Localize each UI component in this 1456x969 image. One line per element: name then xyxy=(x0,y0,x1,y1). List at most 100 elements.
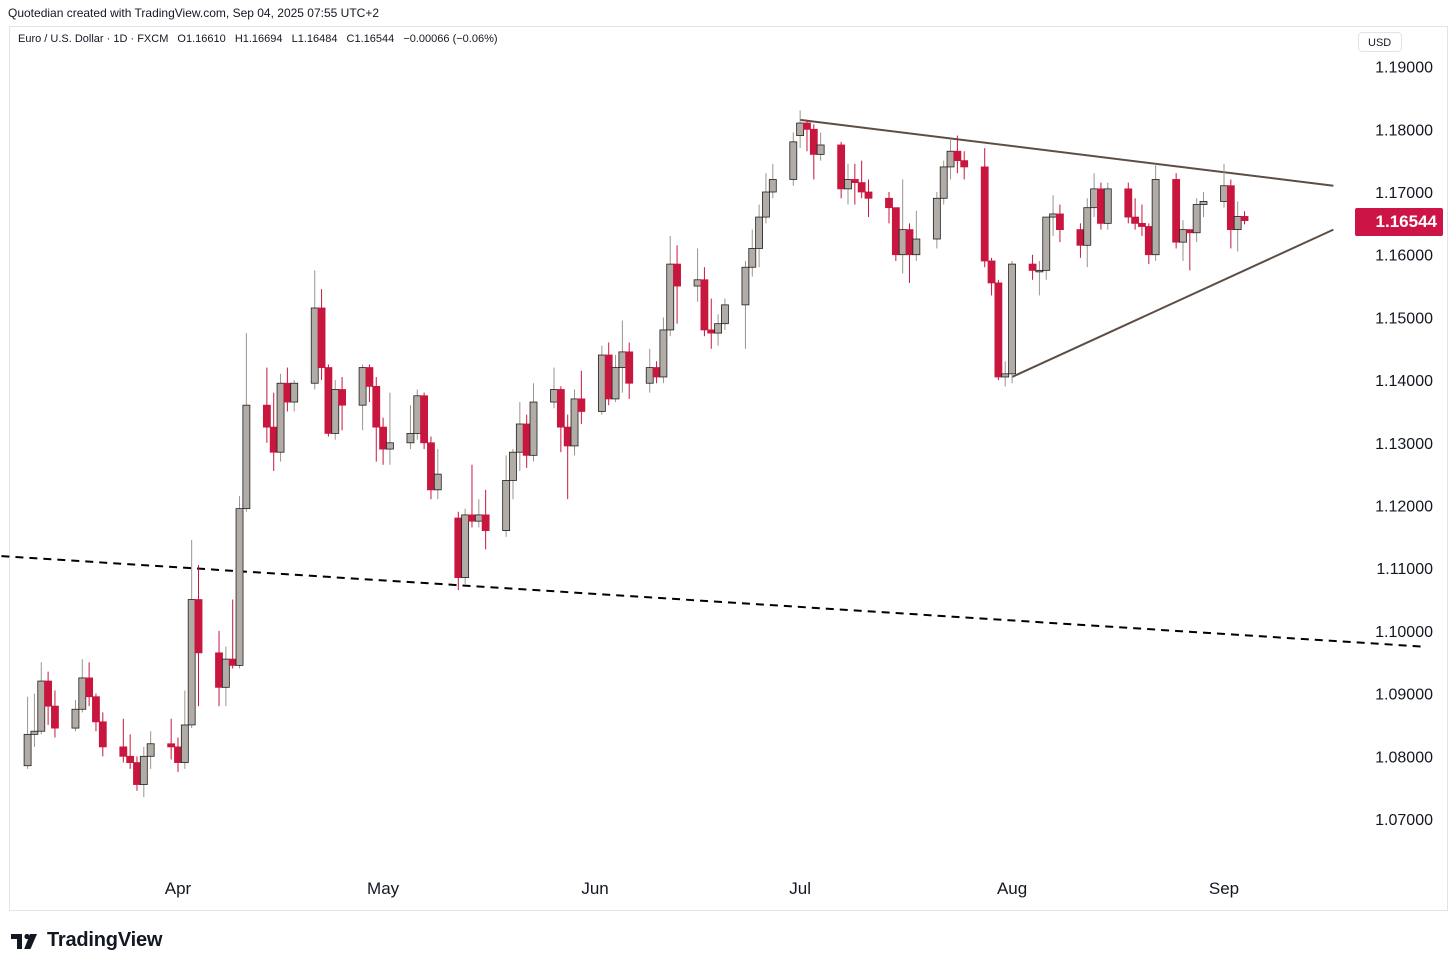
symbol-name[interactable]: Euro / U.S. Dollar · 1D · FXCM xyxy=(18,33,169,45)
tradingview-brand[interactable]: TradingView xyxy=(11,929,162,952)
candle xyxy=(987,257,996,296)
candle-body xyxy=(570,398,579,447)
candle-body xyxy=(597,354,606,412)
trendline-long-term xyxy=(0,554,1423,648)
candle-body xyxy=(762,191,770,218)
candle xyxy=(885,192,893,224)
candle-body xyxy=(372,385,381,428)
candle-body xyxy=(618,351,627,368)
candle-body xyxy=(707,329,716,334)
candle xyxy=(693,248,702,302)
candle xyxy=(604,342,613,406)
candle xyxy=(502,455,511,537)
candle xyxy=(577,370,586,424)
candle xyxy=(659,317,668,384)
candle-body xyxy=(51,705,59,729)
candle-body xyxy=(23,733,32,767)
candle xyxy=(515,402,524,472)
candle-body xyxy=(748,248,757,268)
candle-body xyxy=(262,404,271,428)
candle-body xyxy=(645,367,654,384)
candle-body xyxy=(1144,226,1153,256)
candle-body xyxy=(454,517,463,579)
currency-button[interactable]: USD xyxy=(1358,32,1402,52)
price-axis[interactable]: 1.19000 1.18000 1.17000 1.16000 1.15000 1.140… xyxy=(1375,60,1433,829)
candle-body xyxy=(1028,263,1037,271)
candle-body xyxy=(939,166,948,199)
candle xyxy=(597,345,606,415)
candle-body xyxy=(509,451,517,481)
candle xyxy=(1199,192,1208,218)
candle xyxy=(700,267,709,337)
candle-body xyxy=(235,508,244,666)
candle xyxy=(1185,229,1194,271)
candle-body xyxy=(433,473,442,491)
candle xyxy=(92,693,100,732)
candle xyxy=(372,376,381,462)
candle-body xyxy=(310,307,319,384)
candles xyxy=(23,110,1249,798)
candle-body xyxy=(721,304,729,325)
candle-body xyxy=(1226,185,1235,231)
candle xyxy=(365,364,374,403)
time-tick-label: Sep xyxy=(1209,879,1239,898)
candle xyxy=(269,392,278,472)
candle-body xyxy=(317,307,326,368)
legend-high: H1.16694 xyxy=(234,33,283,45)
candle xyxy=(509,449,517,500)
candle xyxy=(1179,220,1187,261)
candle-body xyxy=(1042,216,1051,271)
candle-body xyxy=(379,426,387,450)
candle-body xyxy=(864,191,873,199)
candle xyxy=(912,210,921,261)
candle xyxy=(550,367,558,409)
candle-body xyxy=(174,746,182,763)
candle xyxy=(1028,254,1037,280)
candle xyxy=(276,373,285,462)
candle xyxy=(85,662,94,707)
time-axis[interactable]: Apr May Jun Jul Aug Sep xyxy=(165,879,1239,898)
candle xyxy=(215,630,223,707)
price-tick-label: 1.10000 xyxy=(1375,624,1433,641)
candle xyxy=(570,389,579,456)
candle-body xyxy=(844,179,852,190)
candle-body xyxy=(577,398,586,412)
tradingview-logo-icon xyxy=(11,933,37,949)
candle xyxy=(1083,198,1092,268)
candle-body xyxy=(358,367,367,406)
candle-body xyxy=(1172,179,1181,243)
price-tick-label: 1.15000 xyxy=(1375,310,1433,327)
candle xyxy=(666,235,675,337)
candle xyxy=(1144,223,1153,265)
candle xyxy=(1097,182,1105,230)
candle xyxy=(741,260,750,349)
legend-change: −0.00066 (−0.06%) xyxy=(403,33,498,45)
candle xyxy=(625,342,634,399)
candle-body xyxy=(1103,188,1112,224)
candle xyxy=(1220,163,1228,208)
price-tick-label: 1.11000 xyxy=(1376,561,1433,578)
candle-body xyxy=(1179,229,1187,243)
candle xyxy=(1090,173,1099,218)
candle-body xyxy=(789,141,798,180)
candle-body xyxy=(1240,216,1249,221)
candle-body xyxy=(474,514,483,522)
candle-body xyxy=(563,426,572,447)
candle xyxy=(645,348,654,393)
candle xyxy=(1103,182,1112,230)
candle-body xyxy=(850,179,859,183)
candle xyxy=(803,119,811,152)
candle xyxy=(235,496,244,669)
candle-body xyxy=(331,389,340,434)
candle-body xyxy=(816,144,825,155)
candle xyxy=(379,417,387,465)
candle-body xyxy=(386,442,394,450)
candle xyxy=(714,314,722,346)
candle-body xyxy=(338,389,346,406)
candle-body xyxy=(92,696,100,723)
candle xyxy=(898,179,907,274)
candle-body xyxy=(119,746,128,757)
candle xyxy=(850,163,859,205)
candle-body xyxy=(468,514,476,522)
